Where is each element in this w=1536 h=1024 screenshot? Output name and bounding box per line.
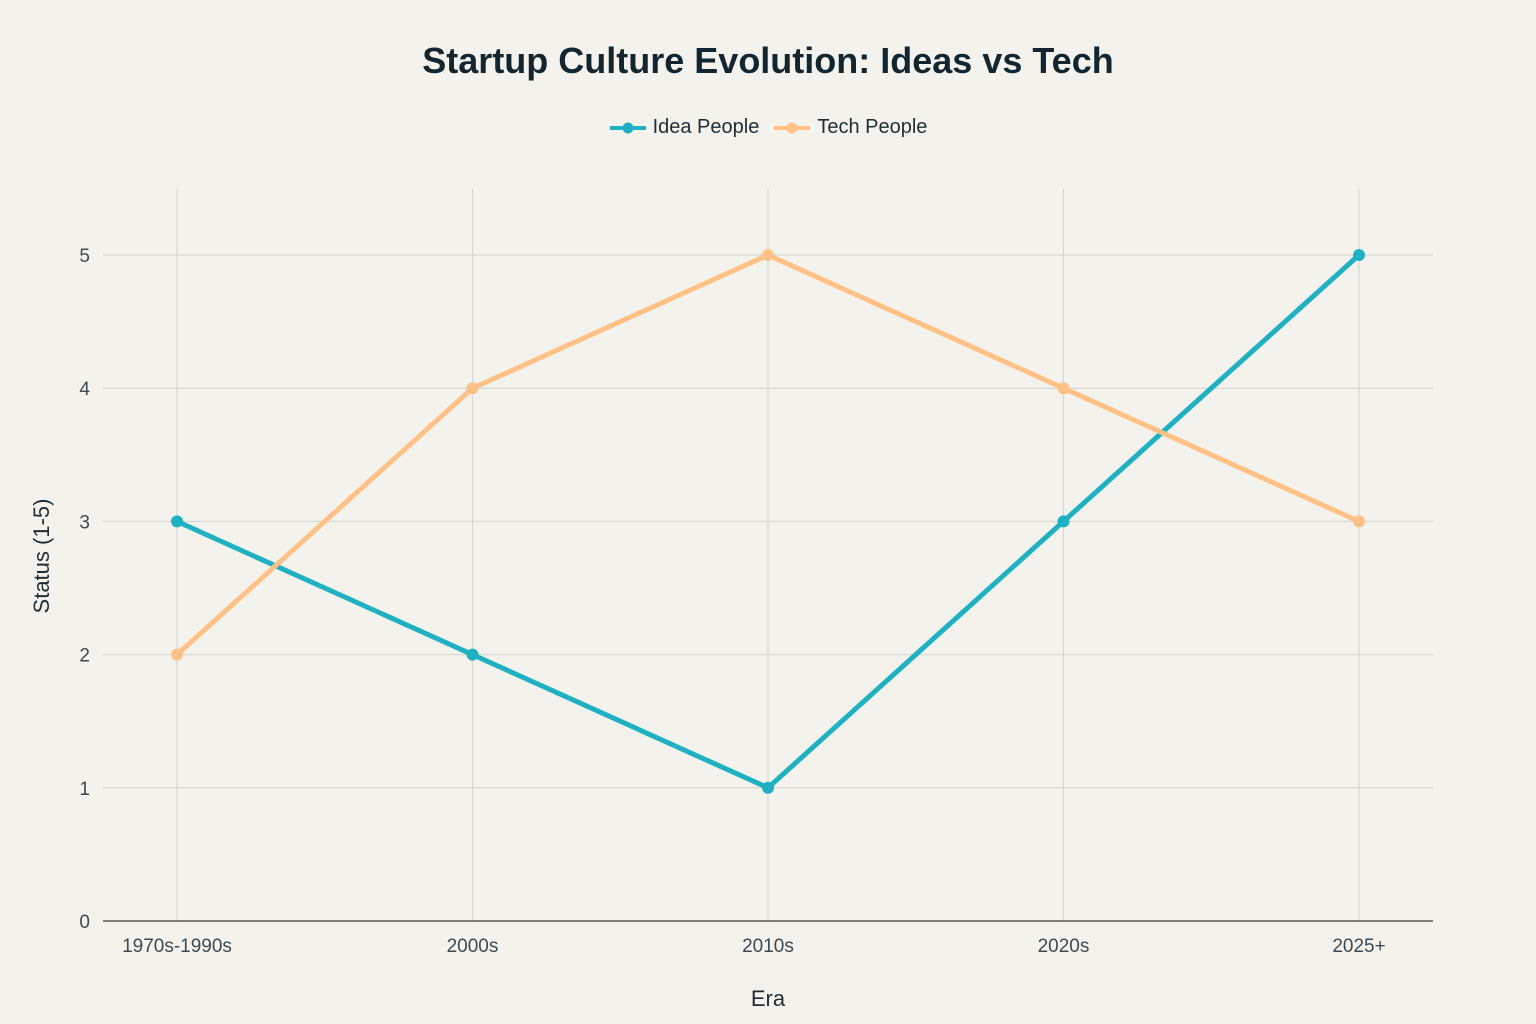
y-tick-label: 3 bbox=[79, 512, 90, 533]
data-point-idea-people[interactable] bbox=[1057, 515, 1070, 528]
y-tick-label: 1 bbox=[79, 779, 90, 800]
x-tick-label: 2020s bbox=[1038, 936, 1090, 957]
data-point-idea-people[interactable] bbox=[1353, 249, 1365, 261]
x-tick-label: 2010s bbox=[742, 936, 794, 957]
legend-marker-idea-people bbox=[622, 122, 634, 133]
x-tick-label: 2025+ bbox=[1332, 936, 1385, 957]
y-tick-label: 5 bbox=[79, 246, 90, 267]
legend-swatch-idea-people bbox=[609, 122, 646, 133]
data-point-tech-people[interactable] bbox=[466, 382, 479, 395]
x-tick-label: 1970s-1990s bbox=[122, 936, 232, 957]
data-point-tech-people[interactable] bbox=[762, 249, 774, 261]
grid-layer bbox=[103, 189, 1433, 921]
legend-item-tech-people[interactable]: Tech People bbox=[773, 116, 927, 139]
x-axis-title: Era bbox=[751, 986, 786, 1011]
legend: Idea People Tech People bbox=[0, 116, 1536, 139]
data-point-tech-people[interactable] bbox=[1353, 515, 1365, 528]
y-axis-title: Status (1-5) bbox=[29, 499, 54, 614]
data-point-idea-people[interactable] bbox=[171, 515, 183, 528]
y-tick-label: 4 bbox=[79, 379, 90, 400]
chart-title: Startup Culture Evolution: Ideas vs Tech bbox=[422, 40, 1114, 81]
legend-label-idea-people: Idea People bbox=[652, 116, 760, 138]
legend-item-idea-people[interactable]: Idea People bbox=[609, 116, 760, 139]
y-tick-label: 0 bbox=[79, 912, 90, 933]
data-point-tech-people[interactable] bbox=[1057, 382, 1070, 395]
legend-label-tech-people: Tech People bbox=[817, 116, 928, 138]
series-layer bbox=[171, 249, 1365, 794]
data-point-idea-people[interactable] bbox=[466, 648, 479, 661]
y-tick-label: 2 bbox=[79, 646, 90, 667]
axis-layer: 1970s-1990s 2000s 2010s 2020s 2025+ 0 1 2 3 4 5 bbox=[79, 246, 1433, 957]
x-tick-label: 2000s bbox=[447, 936, 499, 957]
legend-swatch-tech-people bbox=[774, 122, 811, 133]
data-point-tech-people[interactable] bbox=[171, 648, 183, 661]
legend-marker-tech-people bbox=[786, 122, 798, 133]
data-point-idea-people[interactable] bbox=[762, 781, 774, 794]
